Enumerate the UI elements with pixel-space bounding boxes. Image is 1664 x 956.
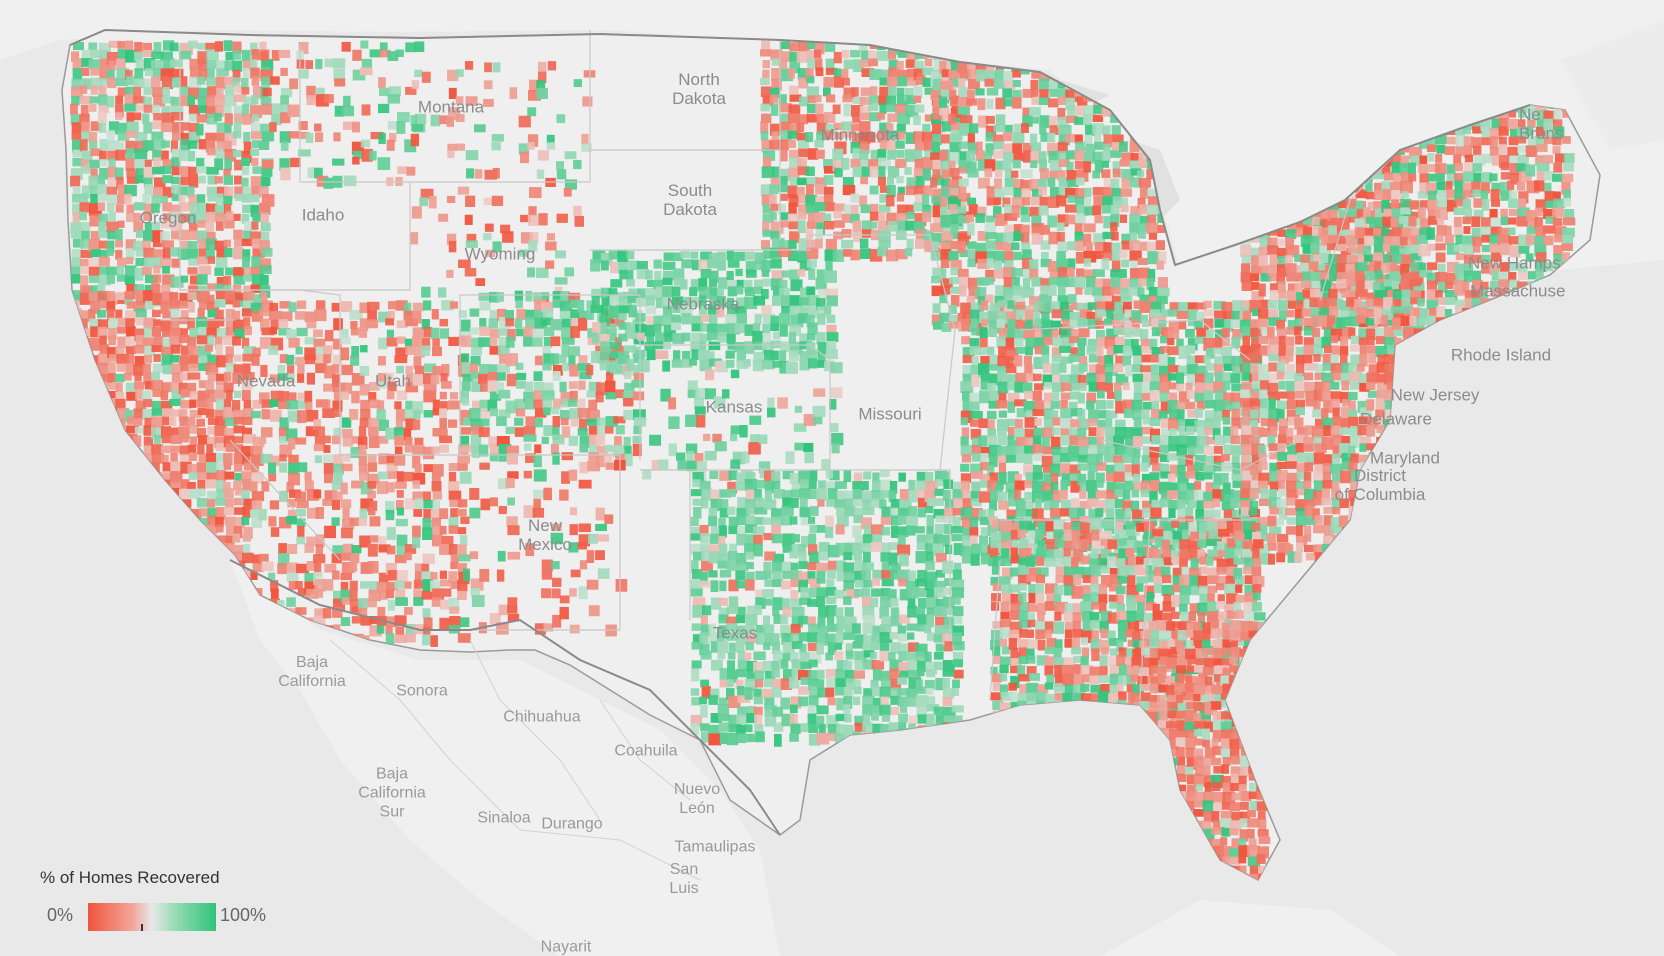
legend-midpoint-tick [141, 924, 143, 931]
label-tamaulipas: Tamaulipas [674, 838, 756, 856]
label-district-of-columbia: District of Columbia [1334, 466, 1426, 504]
label-texas: Texas [712, 623, 758, 643]
county-cells [70, 40, 1576, 880]
state-borders [160, 30, 1401, 701]
label-oregon: Oregon [139, 208, 197, 228]
label-chihuahua: Chihuahua [503, 708, 581, 726]
legend-min-label: 0% [47, 905, 74, 925]
label-baja-california: Baja California [278, 654, 346, 690]
mexico-internal-borders [329, 639, 701, 881]
label-durango: Durango [541, 815, 603, 833]
label-baja-california-sur: Baja California Sur [358, 765, 426, 821]
legend-title: % of Homes Recovered [40, 868, 220, 887]
label-south-dakota: South Dakota [663, 181, 717, 219]
label-maryland: Maryland [1370, 448, 1440, 468]
label-nebraska: Nebraska [666, 294, 740, 314]
color-legend: % of Homes Recovered 0% 100% [40, 860, 300, 940]
label-nayarit: Nayarit [540, 938, 592, 956]
label-nevada: Nevada [236, 371, 296, 391]
label-new-mexico: New Mexico [518, 516, 572, 554]
legend-max-label: 100% [220, 905, 267, 925]
label-montana: Montana [417, 97, 485, 117]
country-borders [69, 28, 1531, 836]
label-sonora: Sonora [396, 682, 448, 700]
label-missouri: Missouri [858, 404, 922, 424]
label-kansas: Kansas [705, 397, 763, 417]
label-coahuila: Coahuila [614, 742, 678, 760]
label-massachusetts: Massachuse [1470, 281, 1566, 301]
legend-gradient-bar [88, 903, 216, 931]
label-idaho: Idaho [301, 205, 345, 225]
label-rhode-island: Rhode Island [1450, 345, 1552, 365]
label-north-dakota: North Dakota [672, 70, 726, 108]
label-new-brunswick: Ne Bruns [1519, 105, 1564, 143]
label-delaware: Delaware [1360, 409, 1432, 429]
label-new-hampshire: New Hamps [1468, 253, 1561, 273]
label-new-jersey: New Jersey [1390, 385, 1480, 405]
label-wyoming: Wyoming [464, 244, 536, 264]
label-minnesota: Minnesota [820, 125, 900, 145]
label-sinaloa: Sinaloa [477, 809, 531, 827]
label-nuevo-leon: Nuevo León [673, 781, 721, 817]
label-san-luis: San Luis [669, 861, 699, 897]
label-utah: Utah [375, 371, 411, 391]
